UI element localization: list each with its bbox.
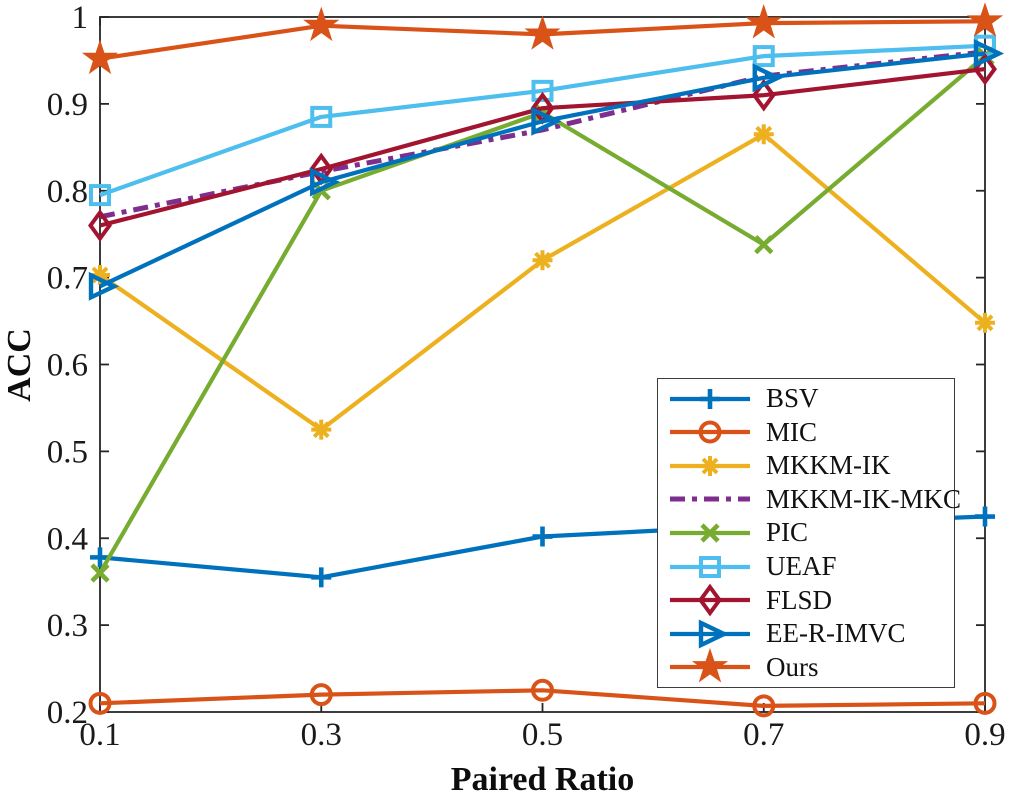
star-marker-icon — [524, 15, 561, 50]
legend-label-bsv: BSV — [766, 383, 819, 414]
circle-marker-icon — [531, 678, 554, 702]
circle-marker-icon — [973, 691, 997, 715]
asterisk-marker-icon — [753, 124, 774, 145]
legend-item-mkkm-ik-mkc: MKKM-IK-MKC — [658, 483, 961, 516]
legend-item-bsv: BSV — [658, 382, 954, 415]
legend-item-ueaf: UEAF — [658, 550, 954, 583]
square-marker-icon — [531, 79, 554, 102]
square-marker-icon — [310, 105, 333, 128]
star-marker-icon — [81, 39, 119, 75]
legend-label-ours: Ours — [766, 651, 819, 682]
series-ee-r-imvc — [88, 38, 1005, 301]
triangle-right-marker-icon — [88, 271, 120, 301]
axis-ticks: 0.1 0.3 0.5 0.7 0.9 0.2 0.3 0.4 0.5 0.6 0.7 0.8 0.9 1 — [47, 0, 1006, 753]
legend-label-ee-r-imvc: EE-R-IMVC — [766, 618, 906, 649]
legend-label-mkkm-ik-mkc: MKKM-IK-MKC — [766, 483, 961, 514]
x-marker-icon — [754, 234, 774, 255]
plus-marker-icon — [311, 567, 332, 588]
legend-label-ueaf: UEAF — [766, 551, 837, 581]
y-axis-label: ACC — [1, 328, 38, 402]
series-line-ueaf — [99, 43, 986, 198]
asterisk-marker-icon — [975, 312, 995, 333]
diamond-marker-icon — [751, 78, 776, 112]
x-tick-label-0.9: 0.9 — [964, 717, 1005, 753]
asterisk-marker-icon — [311, 419, 332, 440]
legend-sample-ours — [670, 648, 750, 683]
star-marker-icon — [691, 648, 729, 683]
legend-label-flsd: FLSD — [766, 584, 833, 615]
x-tick-label-0.3: 0.3 — [301, 717, 342, 753]
x-marker-icon — [90, 563, 110, 583]
circle-marker-icon — [309, 683, 333, 707]
star-marker-icon — [745, 4, 782, 39]
legend-sample-ueaf — [670, 555, 750, 578]
y-tick-label-0.5: 0.5 — [47, 434, 88, 470]
y-tick-label-0.8: 0.8 — [47, 174, 88, 210]
y-tick-label-0.3: 0.3 — [47, 608, 88, 644]
legend-sample-mkkm-ik-mkc — [670, 496, 750, 502]
legend-label-pic: PIC — [766, 517, 809, 548]
triangle-right-marker-icon — [531, 106, 562, 136]
legend-sample-bsv — [670, 388, 750, 409]
y-tick-label-0.9: 0.9 — [47, 87, 88, 123]
legend-sample-pic — [670, 523, 750, 543]
series-line-mic — [99, 688, 986, 709]
legend-item-mic: MIC — [658, 416, 954, 449]
x-tick-label-0.7: 0.7 — [743, 717, 784, 753]
plus-marker-icon — [532, 526, 553, 547]
x-tick-label-0.1: 0.1 — [79, 717, 120, 753]
asterisk-marker-icon — [700, 455, 720, 476]
series-line-ee-r-imvc — [99, 51, 986, 289]
asterisk-marker-icon — [532, 250, 553, 271]
plus-marker-icon — [975, 506, 995, 527]
legend-label-mic: MIC — [766, 416, 818, 447]
x-marker-icon — [700, 523, 720, 543]
series-mic — [88, 678, 997, 718]
circle-marker-icon — [752, 694, 776, 718]
star-marker-icon — [966, 2, 1004, 37]
legend-sample-mkkm-ik — [670, 455, 750, 476]
triangle-right-marker-icon — [310, 167, 341, 197]
circle-marker-icon — [698, 420, 722, 444]
diamond-marker-icon — [88, 209, 112, 242]
triangle-right-marker-icon — [698, 619, 730, 649]
plus-marker-icon — [700, 388, 720, 409]
y-tick-label-0.6: 0.6 — [47, 348, 88, 384]
legend-item-ee-r-imvc: EE-R-IMVC — [658, 617, 954, 650]
square-marker-icon — [699, 555, 721, 578]
square-marker-icon — [752, 45, 775, 68]
circle-marker-icon — [88, 691, 112, 715]
diamond-marker-icon — [698, 583, 722, 617]
y-tick-label-1: 1 — [72, 0, 89, 36]
y-tick-label-0.4: 0.4 — [47, 521, 88, 557]
triangle-right-marker-icon — [973, 38, 1005, 68]
legend-item-flsd: FLSD — [658, 583, 954, 617]
y-tick-label-0.7: 0.7 — [47, 261, 88, 297]
legend-item-pic: PIC — [658, 516, 954, 549]
series-mkkm-ik — [90, 124, 995, 440]
legend-item-ours: Ours — [658, 648, 954, 684]
legend-sample-ee-r-imvc — [670, 619, 750, 649]
legend-sample-flsd — [670, 583, 750, 617]
series-ueaf — [89, 34, 996, 207]
star-marker-icon — [303, 6, 340, 42]
legend-item-mkkm-ik: MKKM-IK — [658, 449, 954, 482]
legend-label-mkkm-ik: MKKM-IK — [766, 450, 891, 481]
legend: BSV MIC MKKM-IK MKKM-IK-MKC PIC UEAF FLSD EE-R-… — [657, 378, 961, 688]
series-ours — [81, 2, 1004, 75]
x-tick-label-0.5: 0.5 — [522, 717, 563, 753]
x-axis-label: Paired Ratio — [451, 761, 635, 798]
square-marker-icon — [89, 184, 111, 207]
y-tick-label-0.2: 0.2 — [47, 695, 88, 731]
series-line-flsd — [99, 67, 986, 228]
legend-sample-mic — [670, 420, 750, 444]
triangle-right-marker-icon — [752, 63, 783, 93]
